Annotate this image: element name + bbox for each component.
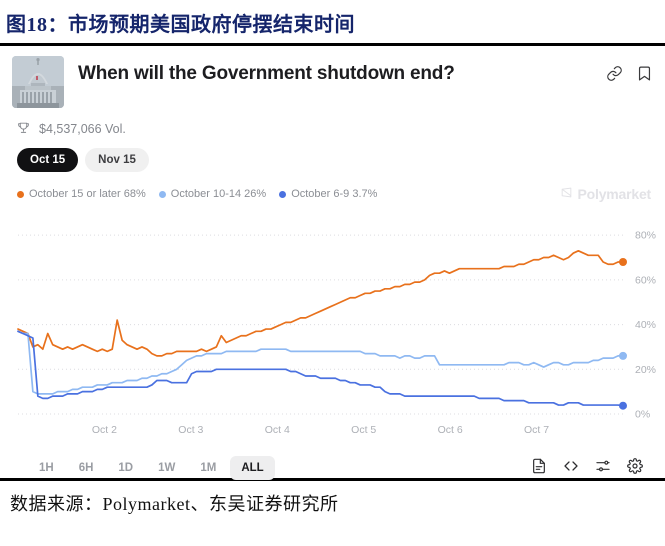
chart-x-tick-label: Oct 7 xyxy=(524,424,550,436)
date-pill-oct-15[interactable]: Oct 15 xyxy=(17,148,79,172)
chart-endpoint-marker-2 xyxy=(619,401,627,410)
polymarket-card: When will the Government shutdown end? xyxy=(0,46,665,480)
chart-tool-icons xyxy=(531,457,651,479)
top-divider xyxy=(0,43,665,46)
chart-legend: October 15 or later 68% October 10-14 26… xyxy=(17,188,560,200)
time-range-1d[interactable]: 1D xyxy=(118,462,134,474)
chart-x-tick-label: Oct 6 xyxy=(437,424,463,436)
chart-x-tick-label: Oct 4 xyxy=(264,424,290,436)
time-range-1h[interactable]: 1H xyxy=(39,462,54,474)
bottom-divider xyxy=(0,478,665,481)
chart-endpoint-marker-0 xyxy=(619,258,627,266)
chart-svg: 0% 20% 40% 60% 80% xyxy=(17,230,656,421)
polymarket-brand: Polymarket xyxy=(560,186,651,202)
chart-y-tick-label: 40% xyxy=(635,319,656,331)
time-range-all[interactable]: ALL xyxy=(230,456,275,480)
code-icon[interactable] xyxy=(563,458,579,479)
time-range-group: 1H 6H 1D 1W 1M ALL xyxy=(14,456,531,480)
trophy-icon xyxy=(17,121,30,137)
legend-row: October 15 or later 68% October 10-14 26… xyxy=(0,172,665,202)
polymarket-logo-icon xyxy=(560,186,573,202)
chart-x-axis: Oct 2 Oct 3 Oct 4 Oct 5 Oct 6 Oct 7 xyxy=(0,424,665,446)
chart-line-series-0 xyxy=(17,249,624,357)
chart-x-tick-label: Oct 3 xyxy=(178,424,204,436)
price-chart[interactable]: 0% 20% 40% 60% 80% xyxy=(0,220,665,420)
legend-item-october-15-or-later[interactable]: October 15 or later 68% xyxy=(17,188,146,200)
legend-item-october-6-9[interactable]: October 6-9 3.7% xyxy=(279,188,377,200)
legend-item-october-10-14[interactable]: October 10-14 26% xyxy=(158,188,267,200)
legend-label-october-6-9: October 6-9 3.7% xyxy=(291,188,378,200)
chart-endpoint-marker-1 xyxy=(619,351,627,360)
time-range-1w[interactable]: 1W xyxy=(158,462,176,474)
card-header: When will the Government shutdown end? xyxy=(0,46,665,108)
figure-title: 图18：市场预期美国政府停摆结束时间 xyxy=(6,14,355,36)
legend-label-october-10-14: October 10-14 26% xyxy=(170,188,267,200)
chart-line-series-1 xyxy=(17,330,624,395)
chart-y-tick-label: 80% xyxy=(635,230,656,242)
volume-text: $4,537,066 Vol. xyxy=(39,122,126,136)
document-icon[interactable] xyxy=(531,458,547,479)
legend-swatch-blue xyxy=(279,190,287,198)
chart-line-series-2 xyxy=(17,330,624,407)
chart-x-tick-label: Oct 5 xyxy=(351,424,377,436)
legend-swatch-orange xyxy=(17,190,24,198)
date-pill-nov-15[interactable]: Nov 15 xyxy=(85,148,149,172)
date-pill-group: Oct 15 Nov 15 xyxy=(0,137,665,172)
time-range-1m[interactable]: 1M xyxy=(200,462,217,474)
legend-label-october-15-or-later: October 15 or later 68% xyxy=(29,188,146,200)
legend-swatch-light-blue xyxy=(158,190,166,198)
bookmark-icon[interactable] xyxy=(636,65,653,82)
us-capitol-building-photo xyxy=(12,56,64,108)
card-header-actions xyxy=(606,56,653,82)
source-note: 数据来源：Polymarket、东吴证券研究所 xyxy=(10,494,339,514)
chart-x-tick-label: Oct 2 xyxy=(91,424,117,436)
market-title: When will the Government shutdown end? xyxy=(78,63,455,84)
polymarket-wordmark: Polymarket xyxy=(577,186,652,202)
volume-row: $4,537,066 Vol. xyxy=(0,108,665,137)
gear-icon[interactable] xyxy=(627,457,643,479)
chart-y-tick-label: 0% xyxy=(635,409,650,421)
link-icon[interactable] xyxy=(606,65,623,82)
time-range-6h[interactable]: 6H xyxy=(78,462,94,474)
sliders-icon[interactable] xyxy=(595,458,611,479)
chart-y-tick-label: 60% xyxy=(635,274,656,286)
chart-toolbar: 1H 6H 1D 1W 1M ALL xyxy=(0,446,665,480)
chart-y-tick-label: 20% xyxy=(635,364,656,376)
